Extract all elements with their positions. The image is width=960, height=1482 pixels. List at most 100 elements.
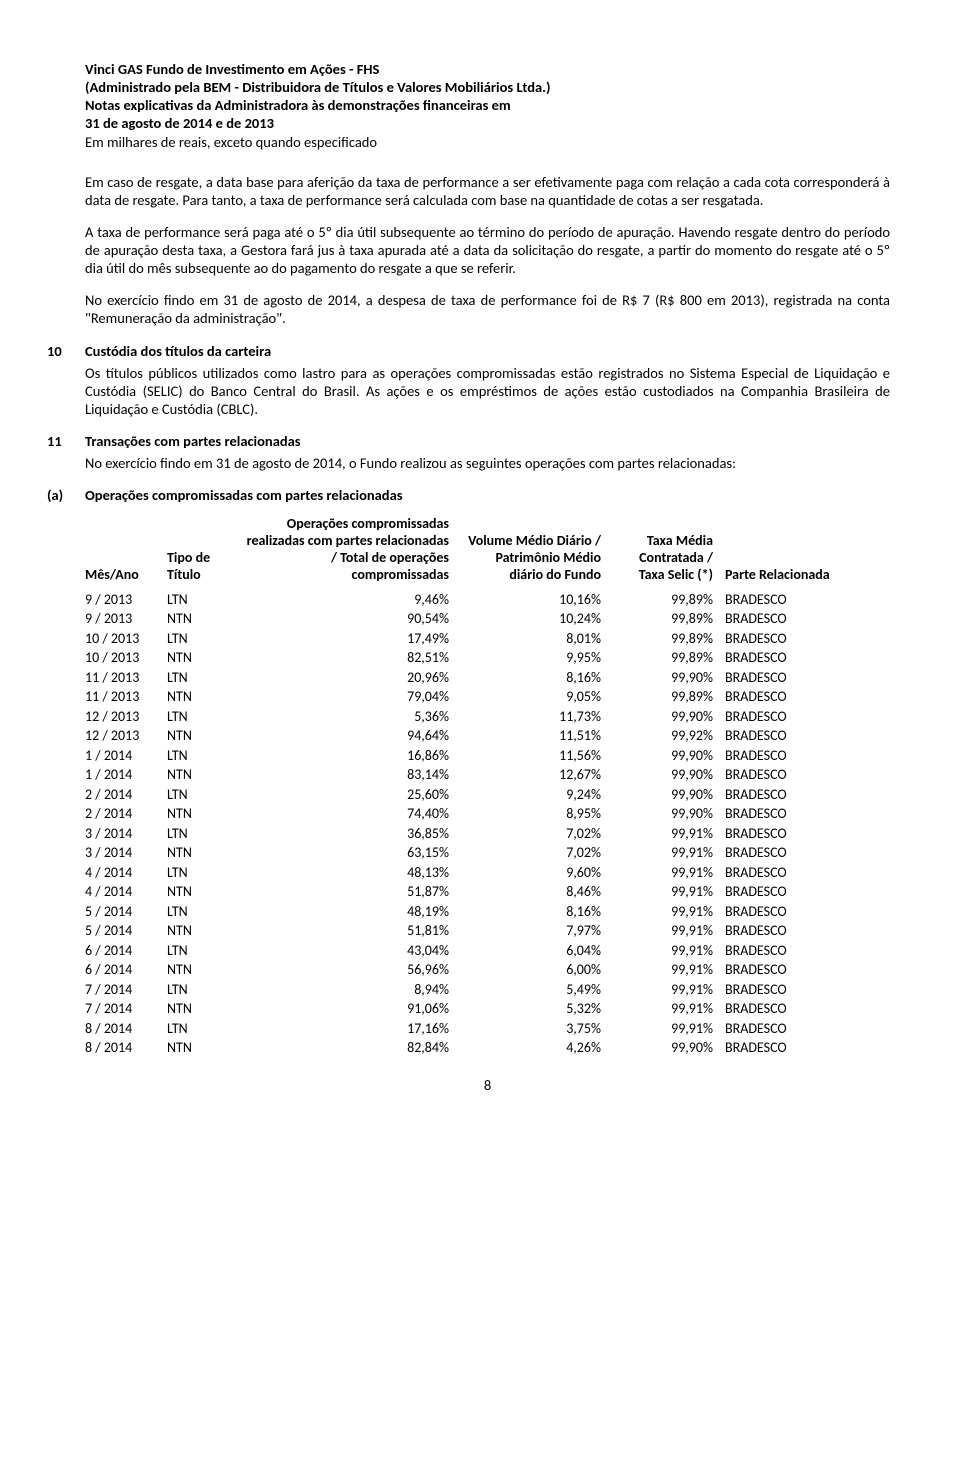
table-row: 2 / 2014LTN25,60%9,24%99,90%BRADESCO bbox=[85, 785, 890, 805]
table-cell: LTN bbox=[161, 1019, 233, 1039]
table-cell: 99,89% bbox=[607, 590, 719, 610]
table-row: 11 / 2013LTN20,96%8,16%99,90%BRADESCO bbox=[85, 668, 890, 688]
section-11-heading: 11 Transações com partes relacionadas bbox=[85, 432, 890, 450]
table-cell: 79,04% bbox=[233, 687, 455, 707]
table-cell: BRADESCO bbox=[719, 765, 890, 785]
table-row: 1 / 2014NTN83,14%12,67%99,90%BRADESCO bbox=[85, 765, 890, 785]
table-cell: BRADESCO bbox=[719, 746, 890, 766]
table-row: 4 / 2014NTN51,87%8,46%99,91%BRADESCO bbox=[85, 882, 890, 902]
table-cell: BRADESCO bbox=[719, 941, 890, 961]
table-row: 6 / 2014LTN43,04%6,04%99,91%BRADESCO bbox=[85, 941, 890, 961]
table-cell: BRADESCO bbox=[719, 1038, 890, 1058]
table-cell: 99,89% bbox=[607, 687, 719, 707]
table-cell: 8,46% bbox=[455, 882, 607, 902]
paragraph-3: No exercício findo em 31 de agosto de 20… bbox=[85, 291, 890, 327]
table-cell: 5,32% bbox=[455, 999, 607, 1019]
header-line-4: 31 de agosto de 2014 e de 2013 bbox=[85, 114, 890, 132]
table-cell: 91,06% bbox=[233, 999, 455, 1019]
table-cell: 83,14% bbox=[233, 765, 455, 785]
table-cell: 10 / 2013 bbox=[85, 629, 161, 649]
table-cell: 3,75% bbox=[455, 1019, 607, 1039]
table-cell: LTN bbox=[161, 980, 233, 1000]
table-cell: NTN bbox=[161, 999, 233, 1019]
table-cell: 99,91% bbox=[607, 921, 719, 941]
table-cell: LTN bbox=[161, 746, 233, 766]
table-cell: 63,15% bbox=[233, 843, 455, 863]
table-cell: 99,90% bbox=[607, 668, 719, 688]
table-cell: 10,16% bbox=[455, 590, 607, 610]
table-cell: 4 / 2014 bbox=[85, 863, 161, 883]
table-cell: 12,67% bbox=[455, 765, 607, 785]
table-cell: 99,91% bbox=[607, 882, 719, 902]
table-cell: 99,89% bbox=[607, 609, 719, 629]
table-cell: 99,90% bbox=[607, 1038, 719, 1058]
table-row: 8 / 2014LTN17,16%3,75%99,91%BRADESCO bbox=[85, 1019, 890, 1039]
col-header-tipo: Tipo de Título bbox=[161, 514, 233, 589]
table-row: 8 / 2014NTN82,84%4,26%99,90%BRADESCO bbox=[85, 1038, 890, 1058]
table-cell: 99,91% bbox=[607, 824, 719, 844]
table-cell: 4 / 2014 bbox=[85, 882, 161, 902]
header-line-2: (Administrado pela BEM - Distribuidora d… bbox=[85, 78, 890, 96]
table-row: 4 / 2014LTN48,13%9,60%99,91%BRADESCO bbox=[85, 863, 890, 883]
table-cell: 8,95% bbox=[455, 804, 607, 824]
table-cell: 8 / 2014 bbox=[85, 1019, 161, 1039]
section-10-title: Custódia dos títulos da carteira bbox=[85, 342, 271, 360]
table-cell: NTN bbox=[161, 687, 233, 707]
table-cell: 1 / 2014 bbox=[85, 746, 161, 766]
table-cell: NTN bbox=[161, 726, 233, 746]
subsection-a-heading: (a) Operações compromissadas com partes … bbox=[85, 486, 890, 504]
table-cell: 9,46% bbox=[233, 590, 455, 610]
table-cell: 7 / 2014 bbox=[85, 980, 161, 1000]
table-cell: 9,24% bbox=[455, 785, 607, 805]
table-row: 6 / 2014NTN56,96%6,00%99,91%BRADESCO bbox=[85, 960, 890, 980]
table-row: 1 / 2014LTN16,86%11,56%99,90%BRADESCO bbox=[85, 746, 890, 766]
table-cell: 6,04% bbox=[455, 941, 607, 961]
table-cell: 51,87% bbox=[233, 882, 455, 902]
table-cell: 99,92% bbox=[607, 726, 719, 746]
table-cell: 94,64% bbox=[233, 726, 455, 746]
table-cell: 1 / 2014 bbox=[85, 765, 161, 785]
table-cell: 8 / 2014 bbox=[85, 1038, 161, 1058]
table-cell: NTN bbox=[161, 609, 233, 629]
subsection-a-title: Operações compromissadas com partes rela… bbox=[85, 486, 403, 504]
table-cell: BRADESCO bbox=[719, 726, 890, 746]
table-cell: 99,91% bbox=[607, 960, 719, 980]
table-cell: 17,16% bbox=[233, 1019, 455, 1039]
table-cell: 20,96% bbox=[233, 668, 455, 688]
table-cell: 4,26% bbox=[455, 1038, 607, 1058]
table-cell: 6 / 2014 bbox=[85, 960, 161, 980]
table-cell: 12 / 2013 bbox=[85, 726, 161, 746]
table-cell: 9,95% bbox=[455, 648, 607, 668]
table-cell: 9 / 2013 bbox=[85, 590, 161, 610]
table-cell: LTN bbox=[161, 824, 233, 844]
table-cell: BRADESCO bbox=[719, 921, 890, 941]
table-row: 10 / 2013NTN82,51%9,95%99,89%BRADESCO bbox=[85, 648, 890, 668]
table-cell: 8,01% bbox=[455, 629, 607, 649]
table-cell: 9,60% bbox=[455, 863, 607, 883]
table-row: 12 / 2013LTN5,36%11,73%99,90%BRADESCO bbox=[85, 707, 890, 727]
section-10-number: 10 bbox=[47, 342, 85, 360]
table-cell: LTN bbox=[161, 863, 233, 883]
table-cell: 51,81% bbox=[233, 921, 455, 941]
table-cell: BRADESCO bbox=[719, 1019, 890, 1039]
table-cell: 7,97% bbox=[455, 921, 607, 941]
col-header-volume: Volume Médio Diário / Patrimônio Médio d… bbox=[455, 514, 607, 589]
section-11-body: No exercício findo em 31 de agosto de 20… bbox=[85, 454, 890, 472]
table-cell: 8,16% bbox=[455, 668, 607, 688]
table-cell: 99,90% bbox=[607, 785, 719, 805]
col-header-operacoes: Operações compromissadas realizadas com … bbox=[233, 514, 455, 589]
table-cell: 99,90% bbox=[607, 765, 719, 785]
table-cell: 99,91% bbox=[607, 1019, 719, 1039]
header-line-3: Notas explicativas da Administradora às … bbox=[85, 96, 890, 114]
col-header-mes-ano: Mês/Ano bbox=[85, 514, 161, 589]
table-cell: 11,51% bbox=[455, 726, 607, 746]
table-cell: 3 / 2014 bbox=[85, 843, 161, 863]
header-line-5: Em milhares de reais, exceto quando espe… bbox=[85, 133, 890, 151]
table-cell: 48,19% bbox=[233, 902, 455, 922]
header-line-1: Vinci GAS Fundo de Investimento em Ações… bbox=[85, 60, 890, 78]
table-cell: 5 / 2014 bbox=[85, 902, 161, 922]
table-cell: 43,04% bbox=[233, 941, 455, 961]
table-cell: NTN bbox=[161, 648, 233, 668]
table-cell: 11,56% bbox=[455, 746, 607, 766]
paragraph-1: Em caso de resgate, a data base para afe… bbox=[85, 173, 890, 209]
